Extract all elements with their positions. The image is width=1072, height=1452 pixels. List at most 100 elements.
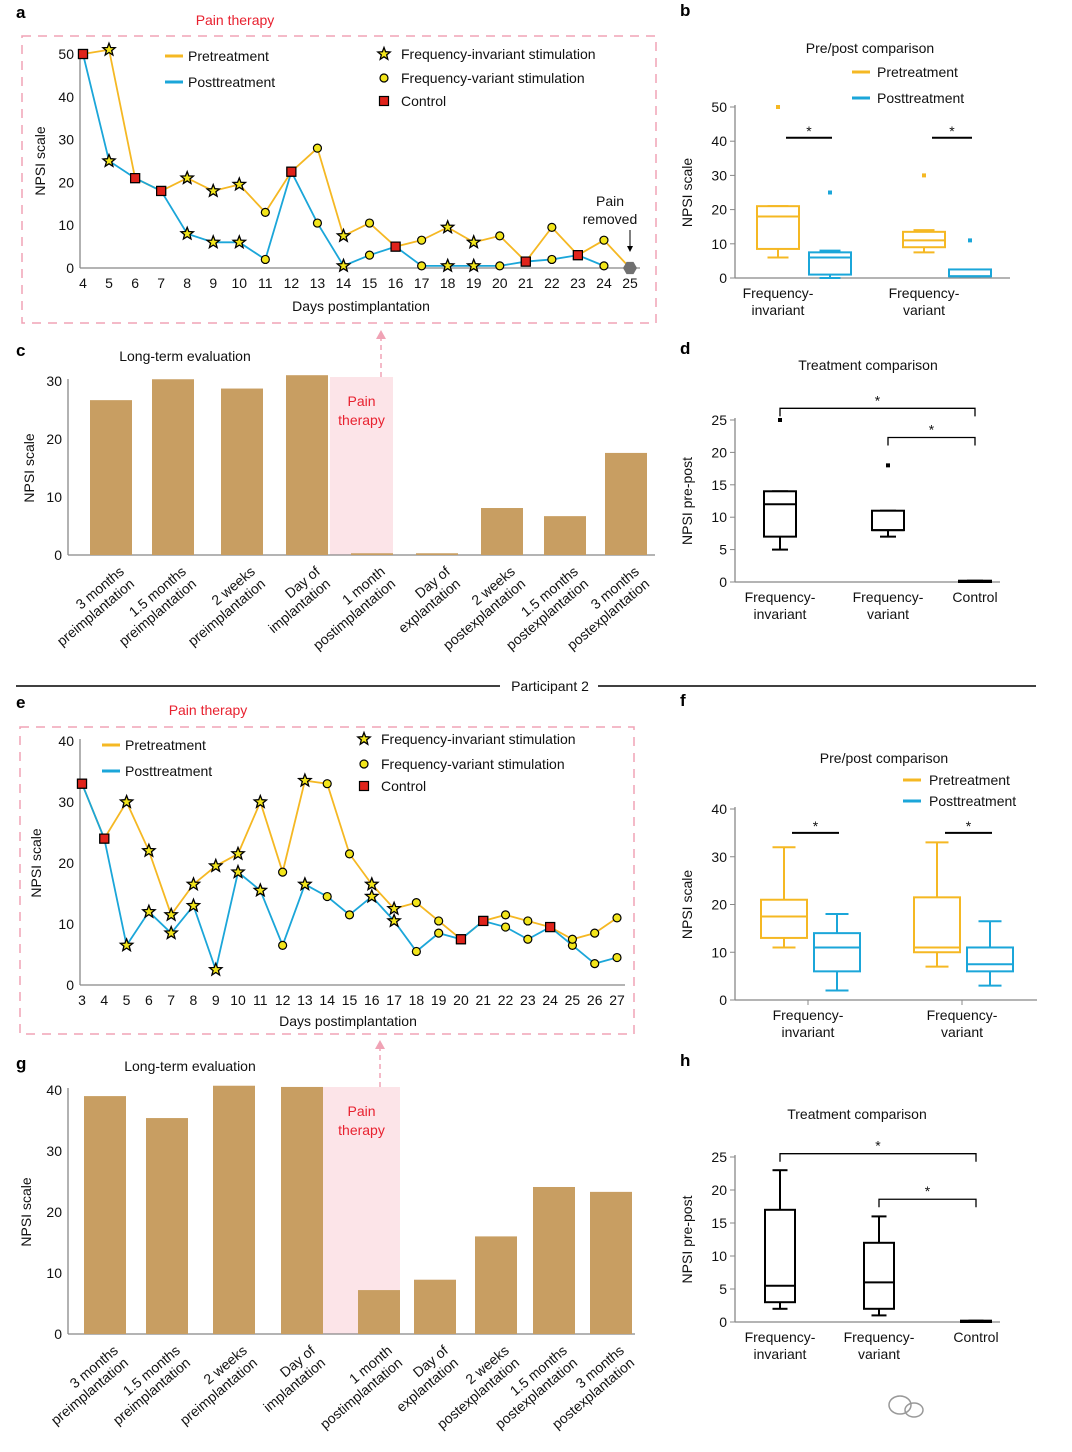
x-tick-label: 12 [275, 992, 291, 1008]
data-point-pre-star-marker [296, 772, 313, 788]
x-tick-label: 10 [231, 275, 247, 291]
group-label: Frequency- [773, 1007, 844, 1023]
y-tick-label: 5 [719, 1281, 727, 1297]
data-point-pre-circle-marker [599, 235, 609, 245]
x-tick-label: 23 [570, 275, 586, 291]
data-point-post-star-marker [386, 912, 403, 928]
bar [590, 1191, 632, 1334]
watermark-logo-icon [888, 1395, 924, 1418]
y-axis-label: NPSI pre-post [679, 457, 695, 545]
data-point-pre-star-marker [101, 41, 117, 57]
x-tick-label: 4 [100, 992, 108, 1008]
y-tick-label: 0 [719, 574, 727, 590]
data-point-post-star-marker [101, 152, 117, 168]
bar [281, 1086, 323, 1334]
outlier-point [922, 173, 926, 178]
data-point-pre-star-marker [118, 793, 135, 809]
group-label: invariant [782, 1024, 835, 1040]
chart-panel-e: Pain therapy 0 10 20 30 40 NPSI scale 3 4 5 6 7 8 9 10… [19, 702, 635, 1035]
chart-title: Pain therapy [196, 12, 275, 28]
data-point-pre-star-marker [386, 900, 403, 916]
data-point-post-star-marker [205, 233, 222, 250]
data-point-post-circle-marker [278, 940, 288, 950]
y-tick-label: 20 [58, 855, 74, 871]
x-tick-label: 1 monthpostimplantation [307, 1342, 406, 1432]
group-label: Control [953, 1329, 998, 1345]
outlier-point [886, 463, 890, 468]
data-point-post-star-marker [118, 937, 135, 953]
chart-title: Long-term evaluation [119, 348, 251, 364]
legend-label-pre: Pretreatment [188, 48, 269, 64]
x-tick-label: 22 [544, 275, 560, 291]
x-tick-label: 14 [319, 992, 335, 1008]
data-point-post-star-marker [296, 876, 313, 892]
chart-panel-c: Long-term evaluation Pain therapy 0 10 20 30 NP… [21, 330, 655, 653]
data-point-pre-square-marker [286, 166, 297, 177]
data-point-pre-star-marker [179, 169, 196, 185]
data-point-pre-square-marker [99, 833, 110, 844]
data-point-pre-circle-marker [523, 916, 533, 926]
data-point-pre-star-marker [185, 876, 202, 892]
y-tick-label: 20 [711, 1182, 727, 1198]
y-tick-label: 0 [54, 1326, 62, 1342]
panel-label-d: d [680, 339, 690, 358]
y-tick-label: 20 [711, 444, 727, 460]
bar [351, 553, 393, 555]
x-tick-label: 4 [79, 275, 87, 291]
data-point-pre-star-marker [205, 182, 222, 198]
y-tick-label: 40 [58, 733, 74, 749]
group-label: Frequency- [889, 285, 960, 301]
series-line-pre [82, 48, 631, 269]
data-point-pre-square-marker [77, 48, 89, 60]
panel-label-g: g [16, 1054, 26, 1073]
data-point-pre-circle-marker [411, 898, 421, 908]
x-tick-label: 25 [565, 992, 581, 1008]
y-tick-label: 20 [46, 1204, 62, 1220]
y-tick-label: 10 [58, 916, 74, 932]
data-point-post-circle-marker [523, 934, 533, 944]
legend-label-pre: Pretreatment [929, 772, 1010, 788]
data-point-post-star-marker [163, 924, 180, 940]
significance-bracket [887, 436, 976, 446]
participant-2-label: Participant 2 [511, 678, 589, 694]
x-tick-label: 11 [253, 992, 268, 1008]
y-tick-label: 0 [719, 270, 727, 286]
y-tick-label: 40 [711, 133, 727, 149]
x-tick-label: 7 [167, 992, 175, 1008]
y-axis-label: NPSI pre-post [679, 1195, 695, 1283]
x-tick-label: 21 [475, 992, 491, 1008]
box-iqr-pre [756, 205, 800, 250]
x-tick-label: 7 [157, 275, 165, 291]
x-tick-label: 13 [310, 275, 326, 291]
x-tick-label: Day ofexplantation [383, 1342, 461, 1415]
significance-star: * [929, 421, 935, 437]
data-point-post-star-marker [465, 257, 482, 273]
data-point-pre-square-marker [545, 921, 556, 933]
arrowhead-icon [375, 1040, 385, 1049]
data-point-post-circle-marker [500, 922, 511, 932]
data-point-post-star-marker [335, 257, 352, 273]
data-point-post-star-marker [207, 961, 224, 977]
x-tick-label: 25 [622, 275, 638, 291]
y-tick-label: 25 [711, 1149, 727, 1165]
chart-panel-f: Pre/post comparison 0 10 20 30 40 NPSI scale Pr… [679, 750, 1037, 1040]
chart-title: Treatment comparison [798, 357, 938, 373]
panel-label-c: c [16, 341, 25, 360]
data-point-pre-square-marker [76, 778, 88, 789]
y-tick-label: 20 [46, 431, 62, 447]
y-tick-label: 40 [58, 89, 74, 105]
data-point-pre-hexagon-marker [623, 261, 637, 275]
x-tick-label: 15 [362, 275, 378, 291]
data-point-pre-circle-marker [500, 910, 511, 920]
chart-title: Pre/post comparison [820, 750, 948, 766]
bar [286, 375, 328, 555]
x-tick-label: 26 [587, 992, 603, 1008]
legend-square-marker [358, 780, 370, 792]
arrowhead-icon [376, 330, 386, 339]
y-tick-label: 40 [711, 801, 727, 817]
group-label: variant [858, 1346, 900, 1362]
chart-panel-h: Treatment comparison 0 5 10 15 20 25 NPSI pre-p… [679, 1106, 1000, 1362]
x-tick-label: 11 [258, 275, 273, 291]
